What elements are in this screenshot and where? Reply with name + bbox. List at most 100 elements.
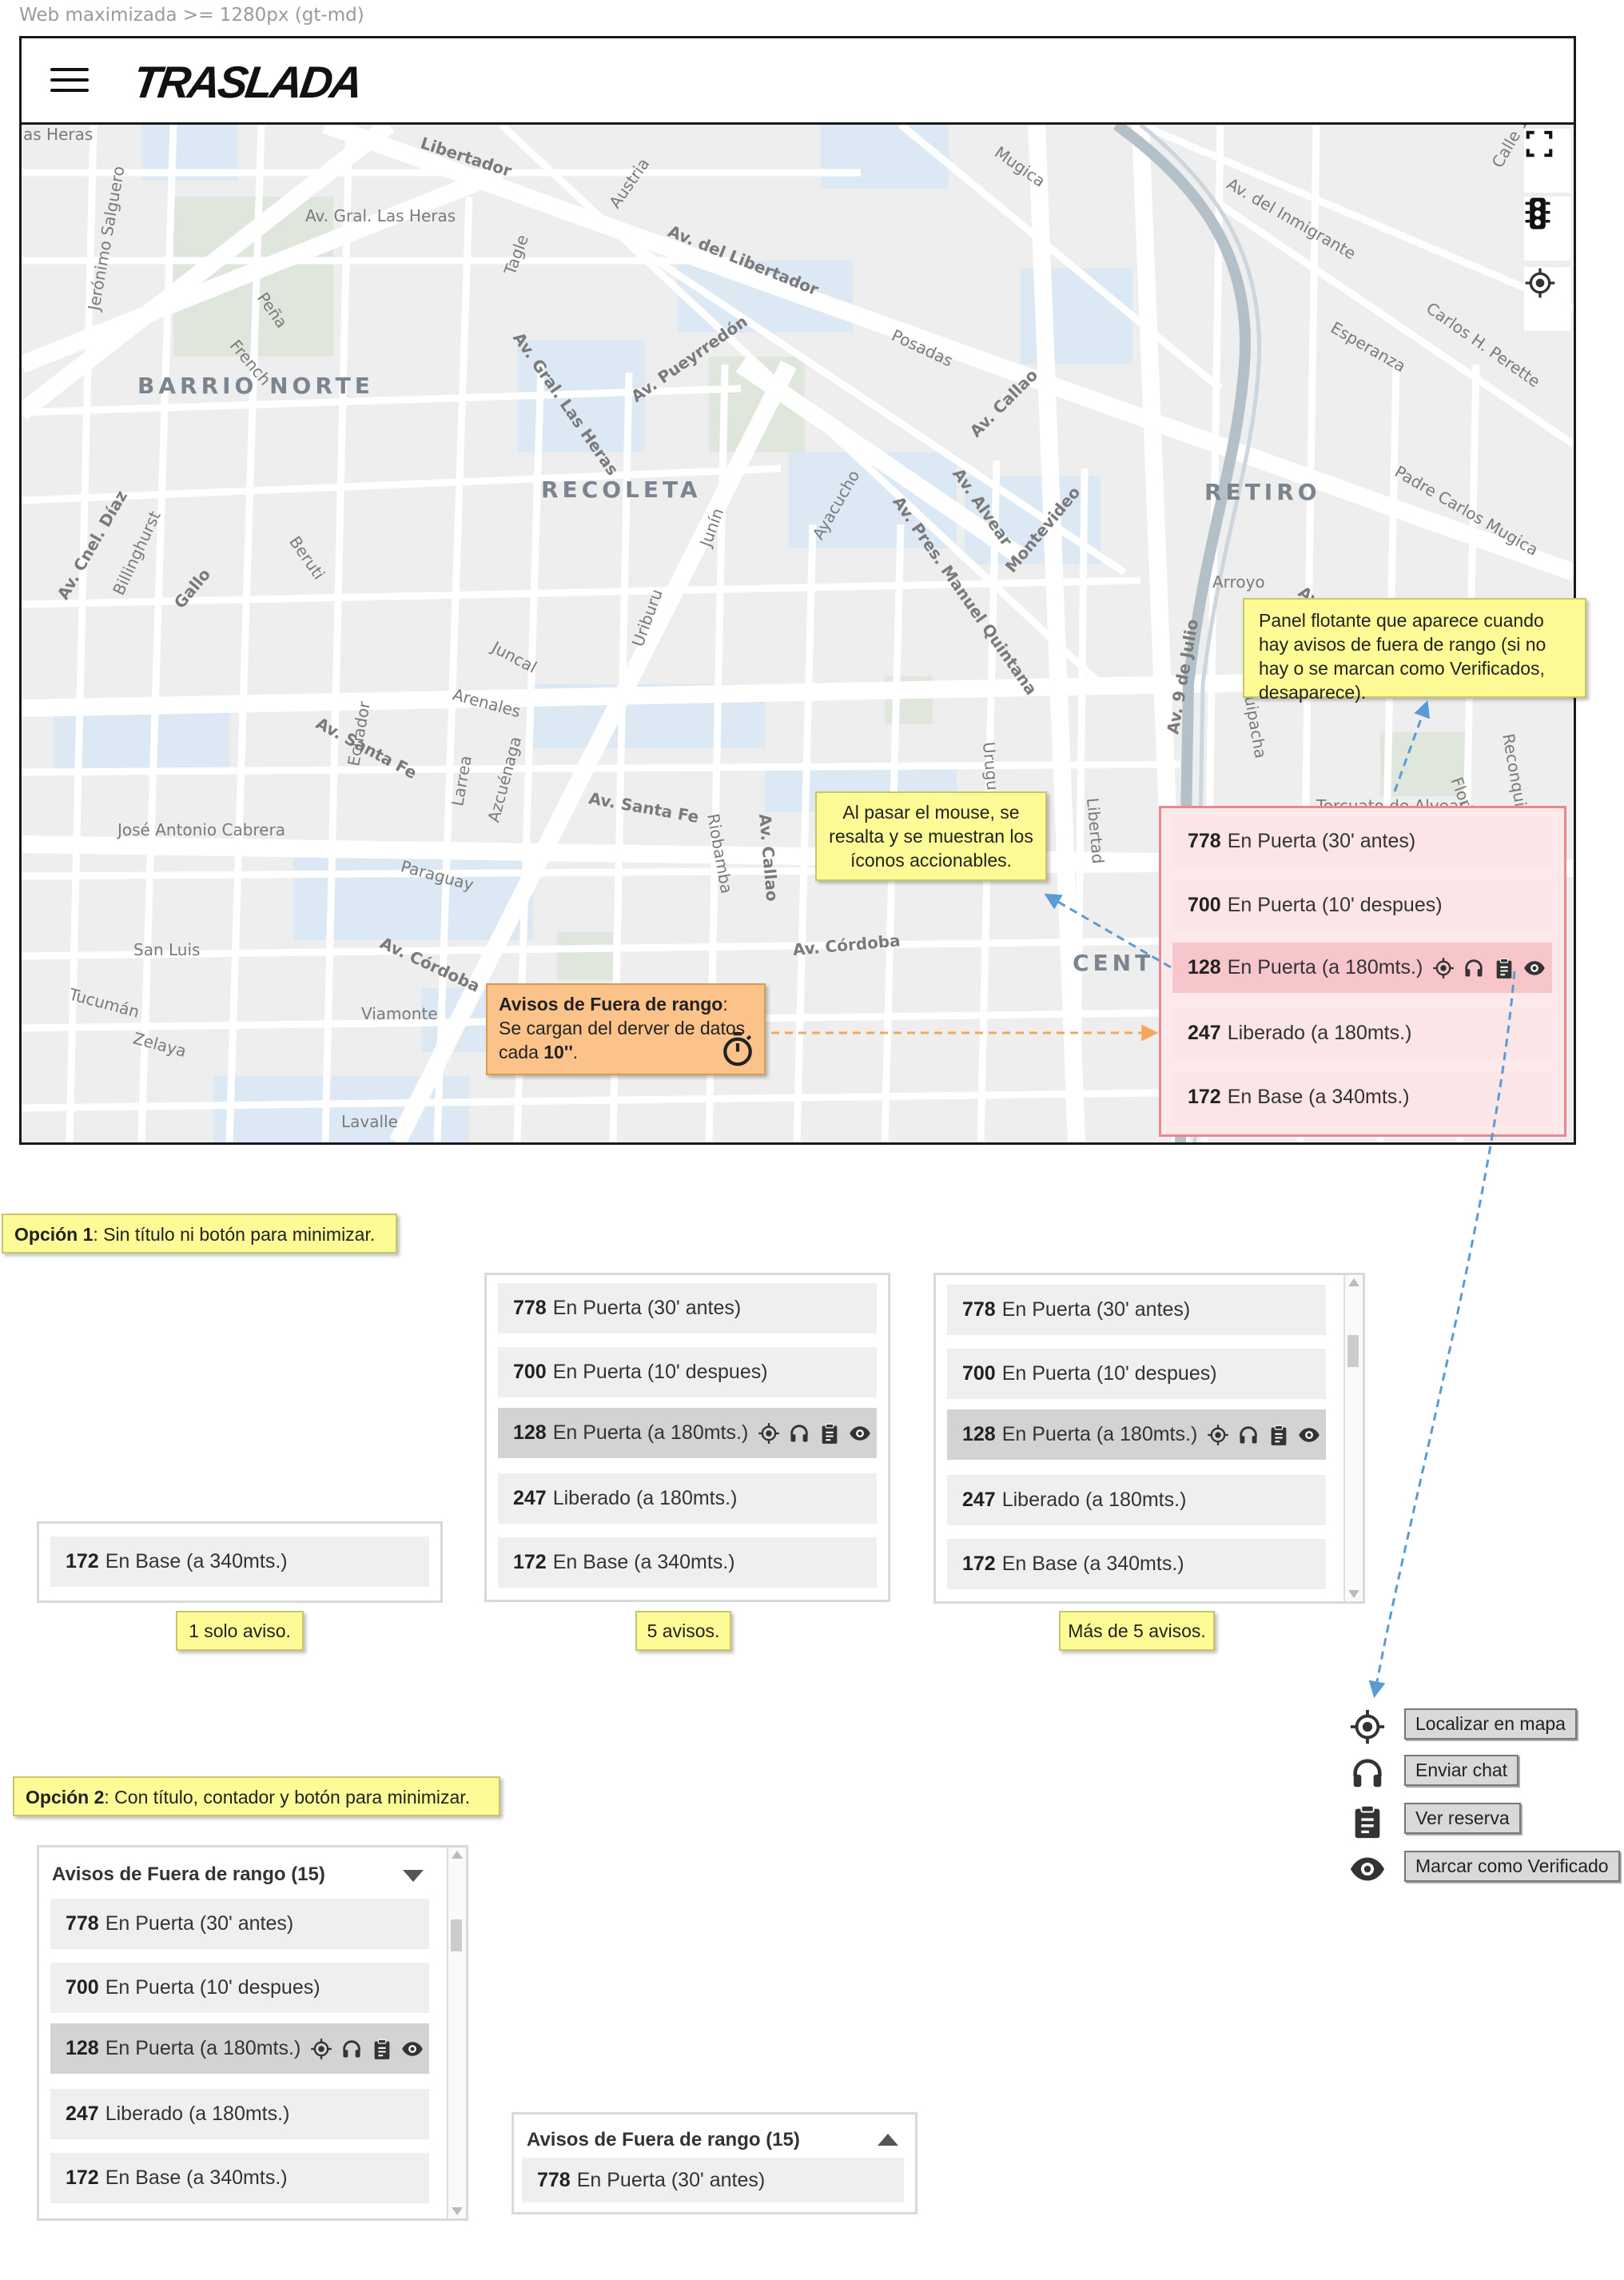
eye-icon[interactable] [401, 2038, 424, 2060]
note-hover: Al pasar el mouse, se resalta y se muest… [815, 791, 1047, 881]
fullscreen-icon [1526, 130, 1553, 157]
alert-item[interactable]: 778 En Puerta (30' antes) [1172, 816, 1552, 867]
scroll-up-icon[interactable] [452, 1851, 463, 1859]
district-label: BARRIO NORTE [137, 373, 374, 399]
alert-item-highlighted[interactable]: 128 En Puerta (a 180mts.) [1172, 943, 1552, 993]
alert-text: En Base (a 340mts.) [105, 1550, 288, 1572]
alert-item[interactable]: 700 En Puerta (10' despues) [1172, 880, 1552, 931]
alert-item[interactable]: 172 En Base (a 340mts.) [947, 1539, 1326, 1589]
alert-item[interactable]: 247 Liberado (a 180mts.) [498, 1473, 877, 1524]
note-more: Más de 5 avisos. [1059, 1611, 1215, 1651]
legend-localizar-button[interactable]: Localizar en mapa [1404, 1708, 1577, 1740]
floating-alerts-panel: 778 En Puerta (30' antes) 700 En Puerta (1… [1159, 806, 1566, 1137]
alert-item[interactable]: 778 En Puerta (30' antes) [498, 1283, 877, 1333]
alert-number: 778 [1188, 830, 1221, 852]
alert-number: 128 [66, 2037, 99, 2059]
alert-number: 172 [66, 2166, 99, 2189]
alert-item[interactable]: 247 Liberado (a 180mts.) [50, 2089, 429, 2139]
alert-number: 172 [1188, 1086, 1221, 1108]
alert-number: 778 [962, 1298, 996, 1321]
clipboard-icon[interactable] [371, 2038, 393, 2060]
locate-icon[interactable] [1207, 1424, 1229, 1446]
street-label: Viamonte [361, 1004, 438, 1023]
eye-icon[interactable] [1298, 1424, 1320, 1446]
timer-icon [723, 1032, 752, 1066]
eye-icon [1349, 1851, 1386, 1887]
scrollbar[interactable] [447, 1848, 466, 2218]
note-text: : Se cargan del derver de datos cada [499, 994, 746, 1062]
scroll-thumb[interactable] [451, 1919, 462, 1951]
alert-item[interactable]: 700 En Puerta (10' despues) [50, 1963, 429, 2013]
alert-item[interactable]: 700 En Puerta (10' despues) [947, 1349, 1326, 1399]
collapse-icon[interactable] [403, 1870, 424, 1882]
note-opcion1: Opción 1: Sin título ni botón para minim… [2, 1214, 397, 1254]
headset-icon[interactable] [788, 1422, 810, 1445]
alerts-panel-collapsed: Avisos de Fuera de rango (15) 778 En Puer… [511, 2112, 917, 2214]
headset-icon [1349, 1755, 1386, 1792]
alert-text: En Puerta (30' antes) [105, 1912, 294, 1935]
alert-item-highlighted[interactable]: 128 En Puerta (a 180mts.) [947, 1409, 1326, 1460]
headset-icon[interactable] [340, 2038, 363, 2060]
alert-number: 128 [962, 1423, 996, 1445]
alert-number: 778 [66, 1912, 99, 1935]
street-label: Lavalle [341, 1112, 398, 1131]
legend-reserva-button[interactable]: Ver reserva [1404, 1803, 1521, 1834]
alert-item[interactable]: 172 En Base (a 340mts.) [50, 2153, 429, 2203]
street-label: Arroyo [1212, 572, 1265, 592]
street-label: Av. Gral. Las Heras [305, 206, 456, 225]
panel-title: Avisos de Fuera de rango (15) [52, 1863, 325, 1885]
alert-number: 700 [66, 1976, 99, 1999]
alert-item[interactable]: 700 En Puerta (10' despues) [498, 1347, 877, 1397]
locate-icon[interactable] [310, 2038, 332, 2060]
alert-item[interactable]: 247 Liberado (a 180mts.) [947, 1475, 1326, 1525]
note-text: : Sin título ni botón para minimizar. [93, 1224, 376, 1245]
alert-item-highlighted[interactable]: 128 En Puerta (a 180mts.) [498, 1408, 877, 1458]
my-location-button[interactable] [1524, 267, 1570, 331]
alerts-panel-single: 172 En Base (a 340mts.) [37, 1521, 443, 1603]
scrollbar[interactable] [1343, 1275, 1363, 1601]
alert-item[interactable]: 172 En Base (a 340mts.) [1172, 1072, 1552, 1122]
scroll-down-icon[interactable] [452, 2207, 463, 2215]
top-bar: TRASLADA [22, 38, 1574, 125]
panel-title: Avisos de Fuera de rango (15) [527, 2129, 800, 2150]
alert-text: En Puerta (10' despues) [1227, 894, 1443, 916]
expand-icon[interactable] [878, 2134, 898, 2146]
alert-item[interactable]: 172 En Base (a 340mts.) [498, 1537, 877, 1588]
alert-text: Liberado (a 180mts.) [1001, 1489, 1187, 1511]
traffic-button[interactable] [1524, 197, 1570, 261]
district-label: CENT [1073, 950, 1155, 976]
note-text: 5 avisos. [647, 1620, 720, 1641]
note-text: Al pasar el mouse, se resalta y se muest… [829, 802, 1033, 871]
clipboard-icon[interactable] [818, 1422, 841, 1445]
scroll-down-icon[interactable] [1348, 1590, 1359, 1598]
map[interactable]: BARRIO NORTE RECOLETA RETIRO CENT as Her… [22, 125, 1574, 1142]
alert-item-highlighted[interactable]: 128 En Puerta (a 180mts.) [50, 2023, 429, 2074]
alerts-panel-titled: Avisos de Fuera de rango (15) 778 En Puer… [37, 1845, 468, 2221]
fullscreen-button[interactable] [1524, 129, 1570, 193]
alert-item[interactable]: 778 En Puerta (30' antes) [522, 2158, 904, 2202]
clipboard-icon[interactable] [1268, 1424, 1290, 1446]
hamburger-icon[interactable] [50, 68, 89, 92]
street-label: San Luis [133, 940, 201, 959]
alert-text: En Base (a 340mts.) [105, 2166, 288, 2189]
alert-text: En Puerta (30' antes) [1001, 1298, 1191, 1321]
alert-item[interactable]: 778 En Puerta (30' antes) [50, 1899, 429, 1949]
note-avisos: Avisos de Fuera de rango: Se cargan del … [486, 983, 766, 1075]
alert-number: 128 [1188, 956, 1221, 979]
alert-number: 128 [513, 1421, 547, 1444]
alert-item[interactable]: 172 En Base (a 340mts.) [50, 1537, 429, 1587]
clipboard-icon [1349, 1803, 1386, 1840]
locate-icon[interactable] [758, 1422, 780, 1445]
note-text: 1 solo aviso. [189, 1620, 291, 1641]
scroll-thumb[interactable] [1347, 1335, 1359, 1367]
headset-icon[interactable] [1237, 1424, 1260, 1446]
scroll-up-icon[interactable] [1348, 1278, 1359, 1286]
alert-item[interactable]: 247 Liberado (a 180mts.) [1172, 1008, 1552, 1058]
legend-chat-button[interactable]: Enviar chat [1404, 1755, 1519, 1786]
eye-icon[interactable] [849, 1422, 871, 1445]
alert-text: En Puerta (10' despues) [1001, 1362, 1217, 1385]
legend-verificado-button[interactable]: Marcar como Verificado [1404, 1851, 1620, 1882]
alert-number: 700 [1188, 894, 1221, 916]
traffic-light-icon [1525, 197, 1550, 229]
alert-item[interactable]: 778 En Puerta (30' antes) [947, 1285, 1326, 1335]
